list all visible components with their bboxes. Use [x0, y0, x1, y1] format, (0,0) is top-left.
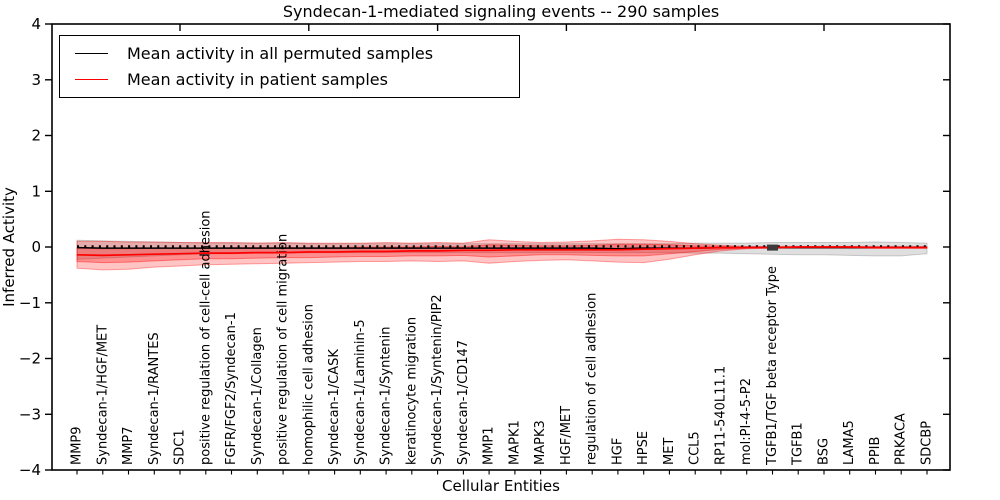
x-tick-label: Syndecan-1/HGF/MET — [95, 325, 110, 465]
x-tick-label: CCL5 — [688, 431, 703, 465]
y-tick-labels: −4 −3 −2 −1 0 1 2 3 4 — [19, 15, 41, 479]
y-tick-label: 0 — [31, 238, 41, 256]
x-ticks-top — [179, 24, 825, 31]
y-tick-label: 4 — [31, 15, 41, 33]
x-tick-labels: MMP9 Syndecan-1/HGF/MET MMP7 Syndecan-1/RAN… — [70, 210, 935, 466]
x-tick-label: HPSE — [636, 431, 651, 465]
x-tick-label: FGFR/FGF2/Syndecan-1 — [224, 312, 239, 465]
legend-label-permuted: Mean activity in all permuted samples — [127, 43, 434, 63]
x-tick-label: Syndecan-1/RANTES — [147, 332, 162, 465]
x-tick-label: PRKACA — [894, 413, 909, 465]
x-tick-label: MET — [662, 438, 677, 465]
x-tick-label: LAMA5 — [842, 420, 857, 465]
permuted-line-swatch — [75, 52, 108, 54]
x-ticks-bottom — [76, 470, 928, 475]
x-tick-label: MAPK1 — [507, 420, 522, 465]
x-tick-label: MMP9 — [70, 426, 85, 465]
y-tick-label: 3 — [31, 71, 41, 89]
x-tick-label: Syndecan-1/Syntenin — [379, 327, 394, 466]
y-tick-label: −2 — [19, 350, 41, 368]
chart-title: Syndecan-1-mediated signaling events -- … — [282, 2, 720, 21]
x-tick-label: TGFB1/TGF beta receptor Type — [765, 266, 780, 466]
x-tick-label: homophilic cell adhesion — [301, 304, 316, 465]
x-tick-label: PPIB — [868, 437, 883, 465]
x-tick-label: Syndecan-1/CASK — [327, 349, 342, 465]
x-tick-label: positive regulation of cell-cell adhesio… — [198, 210, 213, 465]
x-tick-label: SDC1 — [173, 429, 188, 465]
legend-entry-patient: Mean activity in patient samples — [60, 71, 519, 89]
x-tick-label: HGF/MET — [559, 406, 574, 465]
y-tick-label: −1 — [19, 294, 41, 312]
x-tick-label: SDCBP — [920, 421, 935, 465]
x-tick-label: Syndecan-1/Collagen — [250, 327, 265, 465]
y-tick-label: 2 — [31, 127, 41, 145]
patient-mean-line — [76, 246, 927, 257]
x-tick-label: keratinocyte migration — [404, 317, 419, 465]
x-tick-label: Syndecan-1/Laminin-5 — [353, 319, 368, 465]
x-tick-label: Syndecan-1/CD147 — [456, 340, 471, 465]
x-tick-label: MMP7 — [121, 426, 136, 465]
x-tick-label: Syndecan-1/Syntenin/PIP2 — [430, 294, 445, 465]
y-axis-title: Inferred Activity — [0, 187, 18, 307]
x-tick-label: BSG — [817, 438, 832, 465]
x-tick-label: mol:PI-4-5-P2 — [739, 378, 754, 465]
legend-entry-permuted: Mean activity in all permuted samples — [60, 43, 519, 63]
y-tick-label: 1 — [31, 182, 41, 200]
y-tick-label: −3 — [19, 405, 41, 423]
patient-line-swatch — [75, 79, 108, 81]
y-ticks — [45, 23, 950, 471]
square-marker — [767, 244, 778, 251]
y-tick-label: −4 — [19, 461, 41, 479]
x-tick-label: RP11-540L11.1 — [713, 366, 728, 465]
x-tick-label: regulation of cell adhesion — [585, 293, 600, 465]
x-axis-title: Cellular Entities — [442, 477, 560, 495]
x-tick-label: HGF — [610, 438, 625, 465]
legend-label-patient: Mean activity in patient samples — [127, 69, 388, 89]
x-tick-label: MAPK3 — [533, 420, 548, 465]
x-tick-label: positive regulation of cell migration — [276, 234, 291, 465]
x-tick-label: MMP1 — [482, 426, 497, 465]
x-tick-label: TGFB1 — [791, 422, 806, 466]
legend: Mean activity in all permuted samples Me… — [59, 35, 520, 98]
